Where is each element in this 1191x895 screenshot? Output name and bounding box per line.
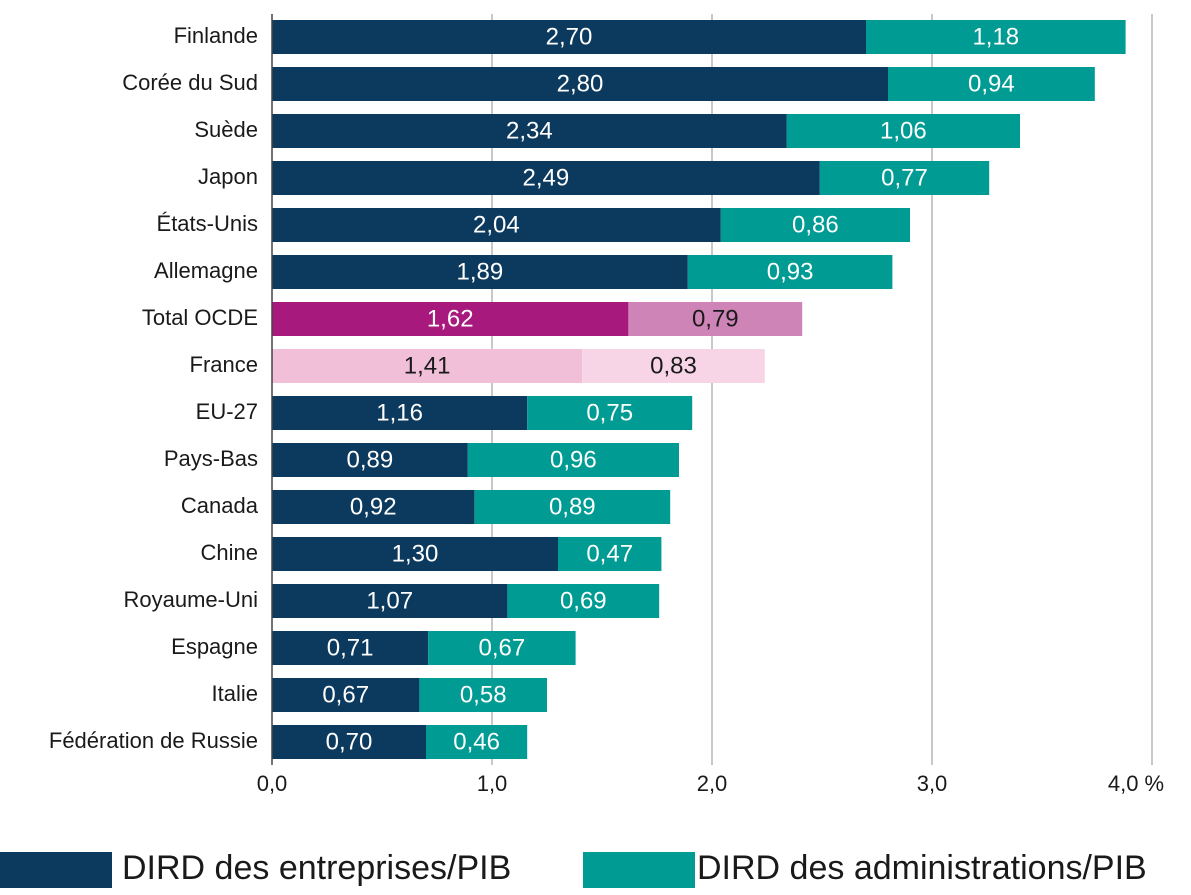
- bar-segment: [272, 396, 528, 430]
- bar-segment: [888, 67, 1095, 101]
- value-label: 0,58: [460, 681, 507, 708]
- bar-segment: [527, 396, 693, 430]
- value-label: 1,62: [427, 305, 474, 332]
- y-tick-label: EU-27: [196, 399, 258, 424]
- bar-segment: [272, 725, 426, 759]
- bar-segment: [628, 302, 803, 336]
- value-label: 1,30: [392, 540, 439, 567]
- x-tick-label: 0,0: [257, 771, 288, 796]
- y-tick-label: Japon: [198, 164, 258, 189]
- y-tick-label: Suède: [194, 117, 258, 142]
- bar-segment: [272, 161, 820, 195]
- value-label: 0,67: [322, 681, 369, 708]
- bar-segment: [507, 584, 660, 618]
- y-tick-label: Pays-Bas: [164, 446, 258, 471]
- y-tick-label: Canada: [181, 493, 259, 518]
- bar-segment: [272, 114, 787, 148]
- value-label: 1,18: [972, 23, 1019, 50]
- value-label: 2,70: [546, 23, 593, 50]
- bar-segment: [272, 255, 688, 289]
- y-tick-label: Corée du Sud: [122, 70, 258, 95]
- value-label: 0,83: [650, 352, 697, 379]
- bar-segment: [272, 349, 583, 383]
- value-label: 0,75: [586, 399, 633, 426]
- bar-segment: [428, 631, 576, 665]
- bar-segment: [819, 161, 990, 195]
- bar-segment: [272, 584, 508, 618]
- value-label: 1,89: [457, 258, 504, 285]
- value-label: 0,93: [767, 258, 814, 285]
- y-tick-label: Allemagne: [154, 258, 258, 283]
- value-label: 2,80: [557, 70, 604, 97]
- value-label: 0,89: [549, 493, 596, 520]
- value-label: 1,07: [366, 587, 413, 614]
- y-tick-label: Fédération de Russie: [49, 728, 258, 753]
- bar-segment: [426, 725, 528, 759]
- value-label: 0,69: [560, 587, 607, 614]
- legend-swatch: [583, 852, 695, 888]
- value-label: 0,89: [347, 446, 394, 473]
- value-label: 1,16: [376, 399, 423, 426]
- value-label: 0,46: [453, 728, 500, 755]
- bar-segment: [687, 255, 893, 289]
- y-tick-label: France: [190, 352, 258, 377]
- value-label: 0,79: [692, 305, 739, 332]
- bar-segment: [558, 537, 662, 571]
- x-tick-label: 2,0: [697, 771, 728, 796]
- bar-segment: [272, 443, 468, 477]
- y-tick-label: Royaume-Uni: [124, 587, 259, 612]
- bar-segment: [272, 537, 558, 571]
- x-tick-label: 1,0: [477, 771, 508, 796]
- value-label: 0,92: [350, 493, 397, 520]
- bar-segment: [720, 208, 910, 242]
- value-label: 0,86: [792, 211, 839, 238]
- bar-segment: [467, 443, 679, 477]
- value-label: 1,06: [880, 117, 927, 144]
- bar-segment: [272, 20, 866, 54]
- x-tick-label: 4,0 %: [1108, 771, 1164, 796]
- value-label: 2,34: [506, 117, 553, 144]
- bar-segment: [866, 20, 1126, 54]
- bar-segment: [474, 490, 671, 524]
- y-tick-label: Chine: [201, 540, 258, 565]
- bar-segment: [582, 349, 765, 383]
- x-tick-label: 3,0: [917, 771, 948, 796]
- bar-segment: [786, 114, 1020, 148]
- y-tick-label: Italie: [212, 681, 258, 706]
- y-tick-label: Espagne: [171, 634, 258, 659]
- value-label: 0,71: [327, 634, 374, 661]
- bar-segment: [272, 302, 629, 336]
- value-label: 2,04: [473, 211, 520, 238]
- legend-label: DIRD des entreprises/PIB: [122, 849, 511, 887]
- value-label: 0,94: [968, 70, 1015, 97]
- value-label: 0,67: [479, 634, 526, 661]
- y-tick-label: Total OCDE: [142, 305, 258, 330]
- bar-segment: [419, 678, 547, 712]
- bar-segment: [272, 490, 475, 524]
- value-label: 0,96: [550, 446, 597, 473]
- bar-segment: [272, 67, 888, 101]
- y-tick-label: États-Unis: [157, 211, 258, 236]
- value-label: 1,41: [404, 352, 451, 379]
- y-tick-label: Finlande: [174, 23, 258, 48]
- value-label: 0,77: [881, 164, 928, 191]
- legend-swatch: [0, 852, 112, 888]
- bar-segment: [272, 208, 721, 242]
- bar-segment: [272, 678, 420, 712]
- bar-segment: [272, 631, 429, 665]
- value-label: 2,49: [523, 164, 570, 191]
- value-label: 0,70: [326, 728, 373, 755]
- legend-label: DIRD des administrations/PIB: [697, 849, 1147, 887]
- value-label: 0,47: [586, 540, 633, 567]
